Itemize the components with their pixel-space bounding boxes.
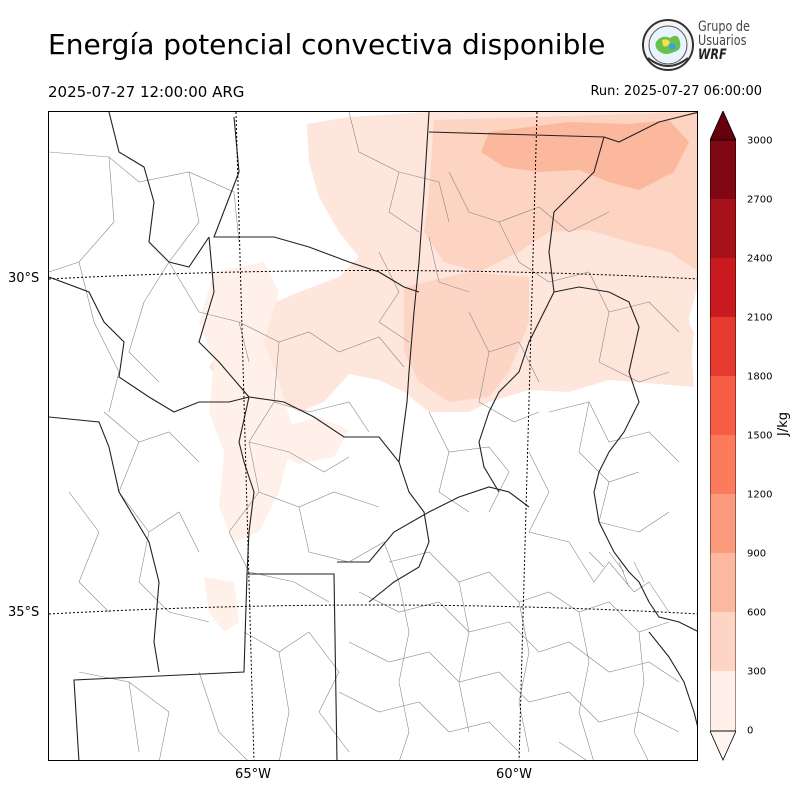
cape-area-west xyxy=(199,262,294,542)
cape-area-small xyxy=(264,417,349,464)
colorbar-extend-top xyxy=(709,110,737,141)
lat-line-30s xyxy=(49,270,697,280)
cape-area-max xyxy=(481,120,689,190)
logo-line-2: Usuarios xyxy=(698,33,747,49)
coast-south xyxy=(648,631,697,727)
lat-label-35s: 35°S xyxy=(8,605,40,620)
province-boundaries xyxy=(49,112,697,760)
map-title: Energía potencial convectiva disponible xyxy=(48,28,606,61)
boundary-cordoba xyxy=(248,396,430,603)
colorbar-tick-3000: 3000 xyxy=(747,135,773,147)
department-boundaries xyxy=(49,112,680,760)
valid-time: 2025-07-27 12:00:00 ARG xyxy=(48,83,245,101)
run-time: Run: 2025-07-27 06:00:00 xyxy=(590,84,762,99)
colorbar-tick-2100: 2100 xyxy=(747,312,773,324)
boundary-mendoza xyxy=(49,416,160,673)
graticule xyxy=(49,112,697,760)
boundary-west-range xyxy=(49,276,250,413)
lat-label-30s: 30°S xyxy=(8,271,40,286)
logo-line-3: WRF xyxy=(698,47,727,63)
boundary-santafe-west xyxy=(398,112,430,463)
colorbar-bin-5 xyxy=(710,435,736,494)
colorbar-tick-1800: 1800 xyxy=(747,371,773,383)
lat-line-35s xyxy=(49,604,697,615)
boundary-west-north xyxy=(108,112,210,268)
colorbar-bin-4 xyxy=(710,494,736,553)
map-canvas xyxy=(49,112,697,760)
boundary-santiago xyxy=(213,116,420,293)
colorbar-tick-900: 900 xyxy=(747,548,767,560)
colorbar-bin-10 xyxy=(710,140,736,199)
lon-label-65w: 65°W xyxy=(235,767,271,782)
colorbar-bin-8 xyxy=(710,258,736,317)
coast-line xyxy=(598,521,697,632)
cape-area-central xyxy=(404,272,529,402)
colorbar-bin-3 xyxy=(710,553,736,612)
boundary-cordoba-west xyxy=(198,236,250,398)
colorbar-graphic xyxy=(709,110,737,761)
cape-shading xyxy=(199,112,697,632)
colorbar-unit: J/kg xyxy=(776,412,791,436)
wrf-seal-icon xyxy=(642,19,694,71)
cape-area-southwest xyxy=(204,577,239,632)
lon-line-65w xyxy=(235,112,255,760)
boundary-corrientes xyxy=(603,112,697,143)
colorbar-tick-2400: 2400 xyxy=(747,253,773,265)
colorbar-tick-300: 300 xyxy=(747,666,767,678)
colorbar xyxy=(709,110,737,761)
boundary-chaco xyxy=(428,131,605,138)
lon-label-60w: 60°W xyxy=(496,767,532,782)
colorbar-tick-600: 600 xyxy=(747,607,767,619)
boundary-lapampa xyxy=(247,573,338,760)
cape-map[interactable] xyxy=(48,111,698,761)
colorbar-tick-0: 0 xyxy=(747,725,754,737)
wrf-logo: Grupo de Usuarios WRF xyxy=(640,18,760,72)
colorbar-bin-1 xyxy=(710,671,736,731)
cape-area-east xyxy=(529,290,694,387)
colorbar-tick-1200: 1200 xyxy=(747,489,773,501)
colorbar-bin-9 xyxy=(710,199,736,258)
colorbar-bin-7 xyxy=(710,317,736,376)
boundary-entre-rios xyxy=(553,286,640,523)
colorbar-extend-bottom xyxy=(709,730,737,761)
colorbar-bin-2 xyxy=(710,612,736,671)
boundary-sanluis xyxy=(73,396,255,760)
colorbar-tick-1500: 1500 xyxy=(747,430,773,442)
boundary-buenos-aires-north xyxy=(337,486,530,563)
boundary-santafe-east xyxy=(478,136,605,493)
logo-line-1: Grupo de xyxy=(698,19,750,35)
colorbar-bin-6 xyxy=(710,376,736,435)
lon-line-60w xyxy=(518,112,538,760)
colorbar-tick-2700: 2700 xyxy=(747,194,773,206)
